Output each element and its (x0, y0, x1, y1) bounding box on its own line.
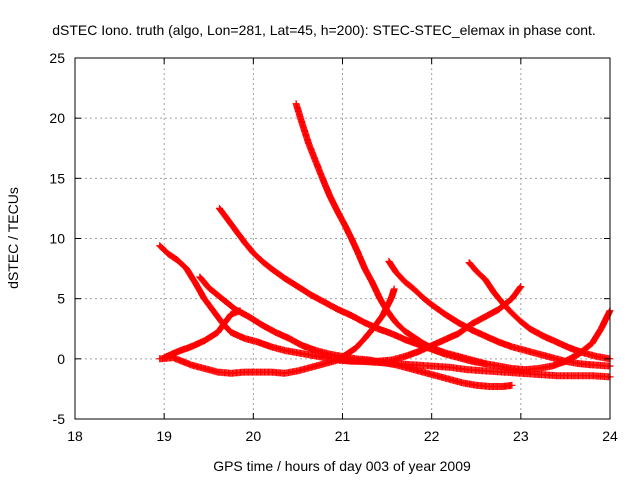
x-tick-label: 21 (335, 428, 351, 444)
x-tick-label: 24 (602, 428, 618, 444)
series-markers (385, 257, 614, 370)
tick-layer: 18 19 20 21 22 23 24 -5 0 5 10 15 20 25 (49, 50, 618, 444)
y-tick-label: 0 (57, 351, 65, 367)
y-tick-label: 20 (49, 110, 65, 126)
x-axis-label: GPS time / hours of day 003 of year 2009 (213, 458, 471, 474)
series-markers (160, 307, 244, 362)
y-axis-label: dSTEC / TECUs (5, 187, 21, 289)
series-6 (292, 100, 489, 368)
x-tick-label: 18 (67, 428, 83, 444)
x-tick-label: 23 (513, 428, 529, 444)
series-3 (160, 307, 244, 362)
x-tick-label: 20 (246, 428, 262, 444)
grid-layer (75, 58, 610, 419)
y-tick-label: -5 (53, 411, 66, 427)
data-layer (156, 100, 614, 390)
series-markers (465, 259, 614, 363)
y-tick-label: 25 (49, 50, 65, 66)
x-tick-label: 19 (156, 428, 172, 444)
y-tick-label: 10 (49, 231, 65, 247)
series-8 (385, 257, 614, 370)
y-tick-label: 5 (57, 291, 65, 307)
y-tick-label: 15 (49, 170, 65, 186)
series-markers (292, 100, 489, 368)
x-tick-label: 22 (424, 428, 440, 444)
chart-title: dSTEC Iono. truth (algo, Lon=281, Lat=45… (52, 22, 596, 38)
series-9 (465, 259, 614, 363)
